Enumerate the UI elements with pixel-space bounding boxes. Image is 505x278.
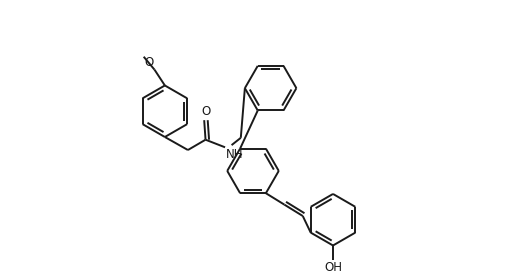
Text: OH: OH — [324, 261, 342, 274]
Text: O: O — [201, 105, 210, 118]
Text: O: O — [143, 56, 153, 69]
Text: NH: NH — [225, 148, 243, 161]
